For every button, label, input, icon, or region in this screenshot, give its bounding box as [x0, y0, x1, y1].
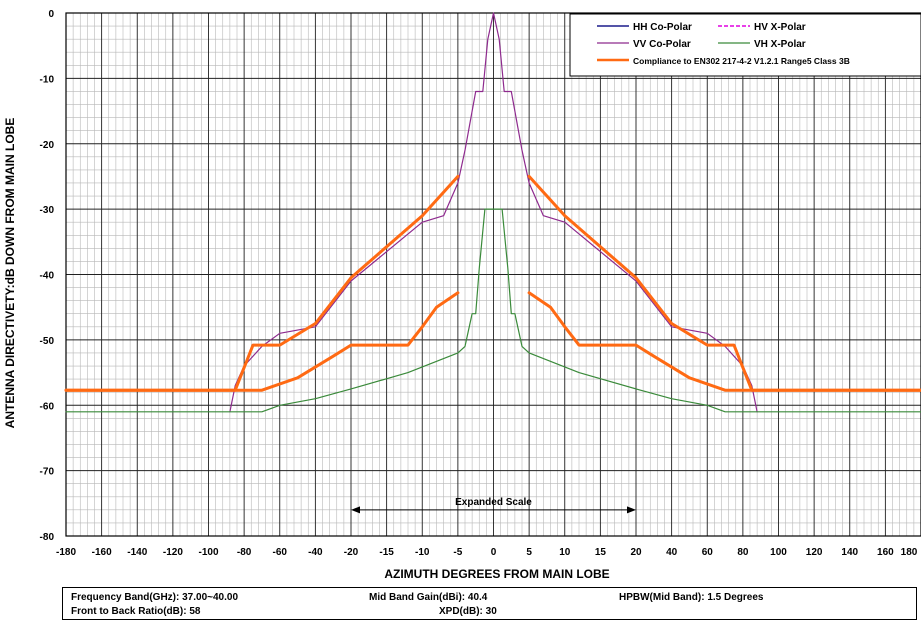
series-line [527, 291, 921, 392]
series-line [64, 174, 460, 392]
y-tick-label: -60 [40, 401, 55, 412]
arrowhead-left-icon [351, 506, 360, 514]
x-tick-label: 5 [526, 547, 532, 558]
x-tick-labels: -180 -160 -140 -120 -100 -80 -60 -40 -20 -15 -10 -5… [56, 547, 918, 558]
legend-entry-label: VH X-Polar [754, 39, 806, 50]
frequency-band-text: Frequency Band(GHz): 37.00~40.00 [71, 592, 239, 603]
legend-entry-label: VV Co-Polar [633, 39, 691, 50]
y-tick-label: -80 [40, 532, 55, 543]
y-axis-label: ANTENNA DIRECTIVETY:dB DOWN FROM MAIN LO… [3, 118, 17, 429]
series-line [527, 174, 921, 392]
x-tick-label: -15 [379, 547, 394, 558]
x-tick-label: -100 [198, 547, 218, 558]
series-lines [64, 12, 921, 413]
x-tick-label: -20 [344, 547, 359, 558]
y-tick-label: -20 [40, 140, 55, 151]
y-tick-label: 0 [48, 9, 54, 20]
x-tick-label: 120 [806, 547, 823, 558]
expanded-scale-annotation: Expanded Scale [351, 497, 636, 514]
front-to-back-text: Front to Back Ratio(dB): 58 [71, 606, 201, 617]
x-tick-label: -60 [273, 547, 288, 558]
legend-entry-label: Compliance to EN302 217-4-2 V1.2.1 Range… [633, 56, 850, 66]
spec-info-box: Frequency Band(GHz): 37.00~40.00 Front t… [62, 587, 917, 620]
arrowhead-right-icon [627, 506, 636, 514]
x-tick-label: -10 [415, 547, 430, 558]
x-tick-label: -40 [308, 547, 323, 558]
x-tick-label: -180 [56, 547, 76, 558]
y-tick-label: -50 [40, 336, 55, 347]
x-tick-label: -80 [237, 547, 252, 558]
y-tick-label: -30 [40, 205, 55, 216]
x-tick-label: 160 [877, 547, 894, 558]
x-tick-label: -120 [163, 547, 183, 558]
legend-entry-label: HH Co-Polar [633, 22, 692, 33]
x-tick-label: 40 [666, 547, 678, 558]
x-tick-label: 15 [595, 547, 607, 558]
expanded-scale-label: Expanded Scale [455, 497, 532, 508]
x-tick-label: -140 [127, 547, 147, 558]
x-tick-label: 60 [702, 547, 714, 558]
legend: HH Co-Polar HV X-Polar VV Co-Polar VH X-Pol… [569, 13, 921, 77]
series-line [65, 208, 921, 413]
x-tick-label: 0 [491, 547, 497, 558]
y-tick-label: -70 [40, 467, 55, 478]
x-tick-label: 180 [901, 547, 918, 558]
y-tick-label: -40 [40, 271, 55, 282]
y-tick-labels: 0 -10 -20 -30 -40 -50 -60 -70 -80 [40, 9, 55, 543]
x-tick-label: -160 [92, 547, 112, 558]
series-line [64, 291, 460, 392]
legend-box [569, 13, 921, 77]
hpbw-text: HPBW(Mid Band): 1.5 Degrees [619, 592, 764, 603]
mid-band-gain-text: Mid Band Gain(dBi): 40.4 [369, 592, 488, 603]
y-tick-label: -10 [40, 74, 55, 85]
xpd-text: XPD(dB): 30 [439, 606, 497, 617]
x-tick-label: 10 [559, 547, 571, 558]
x-tick-label: 140 [841, 547, 858, 558]
legend-entry-label: HV X-Polar [754, 22, 806, 33]
x-tick-label: 80 [737, 547, 749, 558]
x-tick-label: 100 [770, 547, 787, 558]
x-tick-label: 20 [630, 547, 642, 558]
x-axis-label: AZIMUTH DEGREES FROM MAIN LOBE [384, 567, 609, 581]
x-tick-label: -5 [453, 547, 462, 558]
